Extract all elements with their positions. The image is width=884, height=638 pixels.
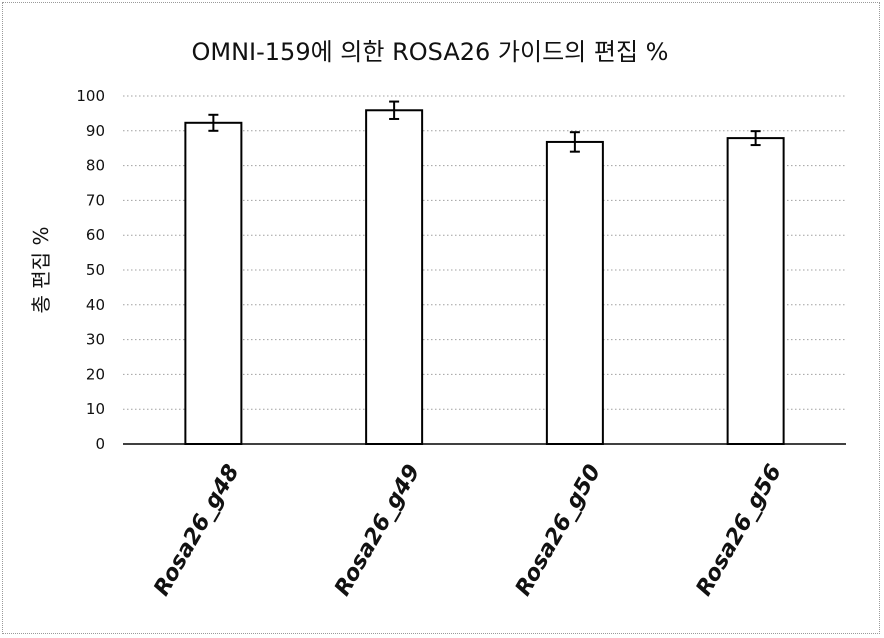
- error-bar-Rosa26_g49: [389, 100, 400, 120]
- y-tick-label: 90: [86, 122, 105, 140]
- bar-Rosa26_g56: [726, 137, 785, 445]
- y-tick-label: 60: [86, 226, 105, 244]
- y-tick-label: 70: [86, 191, 105, 209]
- category-label: Rosa26_g48: [149, 461, 244, 601]
- y-tick-label: 0: [95, 435, 105, 453]
- y-tick-label: 100: [76, 87, 105, 105]
- chart-title: OMNI-159에 의한 ROSA26 가이드의 편집 %: [192, 38, 669, 66]
- category-labels: Rosa26_g48 Rosa26_g49 Rosa26_g50 Rosa26_g56: [149, 461, 786, 601]
- y-axis-label: 총 편집 %: [29, 227, 53, 314]
- error-bar-Rosa26_g50: [569, 131, 580, 153]
- category-label: Rosa26_g49: [330, 461, 425, 601]
- y-tick-label: 50: [86, 261, 105, 279]
- error-bar-Rosa26_g56: [750, 130, 761, 147]
- error-bar-Rosa26_g48: [208, 113, 219, 132]
- error-bars: [208, 100, 761, 153]
- y-tick-label: 40: [86, 296, 105, 314]
- bar-Rosa26_g49: [365, 109, 424, 445]
- y-tick-label: 80: [86, 157, 105, 175]
- category-label: Rosa26_g56: [692, 461, 787, 601]
- gridlines: [123, 95, 846, 410]
- y-tick-labels: 0 10 20 30 40 50 60 70 80 90 100: [76, 87, 105, 453]
- category-label: Rosa26_g50: [511, 461, 606, 601]
- bar-Rosa26_g50: [545, 140, 604, 445]
- bars: [184, 109, 785, 446]
- y-tick-label: 20: [86, 365, 105, 383]
- y-tick-label: 10: [86, 400, 105, 418]
- y-tick-label: 30: [86, 331, 105, 349]
- bar-Rosa26_g48: [184, 121, 243, 446]
